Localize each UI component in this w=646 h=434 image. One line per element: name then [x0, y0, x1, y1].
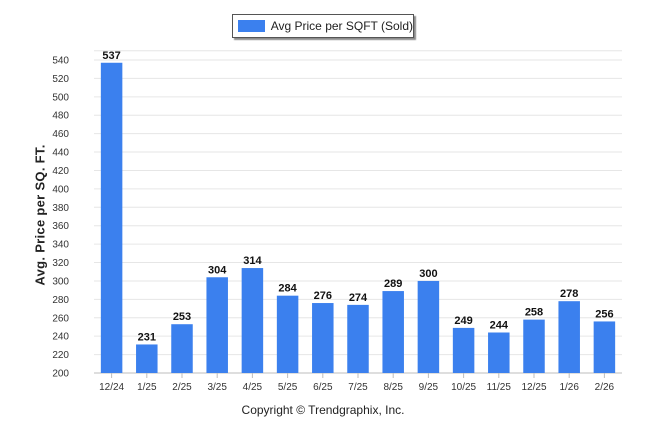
data-label: 304 — [208, 264, 227, 276]
data-label: 314 — [243, 255, 262, 267]
data-label: 300 — [419, 268, 437, 280]
x-tick-label: 11/25 — [487, 382, 512, 393]
y-tick-label: 400 — [52, 184, 69, 195]
x-tick-label: 5/25 — [278, 382, 298, 393]
y-tick-label: 540 — [52, 56, 69, 67]
x-tick-label: 12/25 — [521, 382, 546, 393]
y-tick-label: 520 — [52, 74, 69, 85]
data-label: 537 — [102, 50, 120, 62]
data-label: 274 — [349, 292, 368, 304]
data-label: 256 — [595, 308, 613, 320]
bar — [452, 327, 475, 373]
y-tick-label: 380 — [52, 203, 69, 214]
copyright-footer: Copyright © Trendgraphix, Inc. — [241, 403, 405, 417]
y-tick-label: 500 — [52, 92, 69, 103]
y-tick-label: 240 — [52, 332, 69, 343]
y-tick-label: 460 — [52, 129, 69, 140]
x-tick-label: 3/25 — [207, 382, 227, 393]
x-tick-label: 2/26 — [595, 382, 615, 393]
data-label: 231 — [138, 331, 156, 343]
x-tick-label: 2/25 — [172, 382, 192, 393]
chart-legend: Avg Price per SQFT (Sold) — [232, 14, 414, 38]
y-tick-label: 220 — [52, 350, 69, 361]
y-tick-label: 300 — [52, 276, 69, 287]
y-tick-label: 360 — [52, 221, 69, 232]
bar — [241, 268, 264, 373]
x-tick-label: 9/25 — [419, 382, 439, 393]
y-tick-label: 340 — [52, 240, 69, 251]
y-tick-label: 480 — [52, 111, 69, 122]
x-tick-label: 10/25 — [451, 382, 476, 393]
bar — [312, 303, 334, 373]
bar — [171, 324, 193, 373]
bar — [523, 319, 545, 373]
data-label: 249 — [454, 315, 472, 327]
x-tick-label: 7/25 — [348, 382, 368, 393]
legend-swatch — [238, 20, 265, 32]
bar — [276, 295, 299, 373]
bar — [488, 332, 510, 373]
data-label: 244 — [490, 319, 509, 331]
legend-label: Avg Price per SQFT (Sold) — [270, 19, 413, 33]
data-label: 258 — [525, 307, 543, 319]
bar — [558, 301, 580, 373]
bar — [417, 280, 440, 373]
x-tick-label: 6/25 — [313, 382, 333, 393]
y-tick-label: 260 — [52, 313, 69, 324]
x-tick-label: 1/26 — [559, 382, 579, 393]
y-tick-label: 200 — [52, 369, 69, 380]
bar — [100, 62, 123, 373]
y-tick-label: 420 — [52, 166, 69, 177]
data-label: 289 — [384, 278, 402, 290]
y-tick-label: 280 — [52, 295, 69, 306]
data-label: 278 — [560, 288, 578, 300]
bar — [593, 321, 616, 373]
y-tick-label: 320 — [52, 258, 69, 269]
y-tick-label: 440 — [52, 148, 69, 159]
x-tick-label: 8/25 — [383, 382, 403, 393]
bar — [382, 291, 404, 373]
x-tick-label: 4/25 — [243, 382, 263, 393]
bar — [136, 344, 158, 373]
data-label: 284 — [278, 283, 297, 295]
bar — [347, 304, 369, 373]
bar — [206, 277, 228, 373]
data-label: 253 — [173, 311, 191, 323]
x-tick-label: 1/25 — [137, 382, 157, 393]
data-label: 276 — [314, 290, 332, 302]
x-tick-label: 12/24 — [99, 382, 124, 393]
